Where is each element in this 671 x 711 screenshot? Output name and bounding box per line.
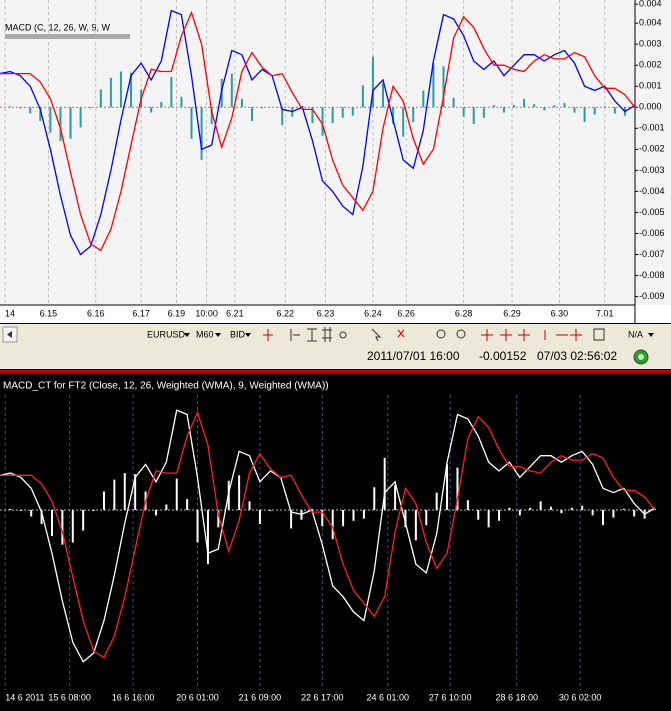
x-tick-label: 10:00: [195, 308, 218, 318]
arrow-icon: [7, 331, 12, 338]
x-tick-label: 28 6 18:00: [495, 692, 538, 702]
y-tick-label: -0.008: [639, 270, 665, 280]
status-value: -0.00152: [479, 349, 527, 363]
series-line: [0, 409, 656, 663]
top-panel: [0, 0, 671, 323]
top-x-axis: [0, 305, 671, 323]
x-tick-label: 14 6 2011: [5, 692, 44, 702]
y-tick-label: 0.000: [639, 102, 662, 112]
x-tick-label: 6.16: [87, 308, 105, 318]
bottom-title: MACD_CT for FT2 (Close, 12, 26, Weighted…: [3, 381, 329, 392]
connection-icon-dot: [638, 354, 644, 360]
y-tick-label: -0.002: [639, 144, 665, 154]
symbol-select[interactable]: EURUSD: [147, 329, 190, 339]
x-tick-label: 6.21: [226, 308, 244, 318]
price-select[interactable]: BID: [230, 329, 251, 339]
x-tick-label: 6.30: [551, 308, 569, 318]
x-tick-label: 6.23: [317, 308, 335, 318]
y-tick-label: 0.003: [639, 39, 662, 49]
y-tick-label: -0.006: [639, 228, 665, 238]
status-bar: [0, 345, 671, 369]
y-tick-label: -0.001: [639, 123, 665, 133]
indicator-label-bar: [5, 34, 130, 39]
series-line: [0, 410, 656, 659]
caret: [215, 333, 221, 337]
x-tick-label: 15 6 08:00: [48, 692, 91, 702]
price: BID: [230, 329, 246, 339]
y-tick-label: -0.004: [639, 186, 665, 196]
x-tick-label: 7.01: [596, 308, 614, 318]
x-tick-label: 6.26: [397, 308, 415, 318]
y-tick-label: 0.001: [639, 81, 662, 91]
x-tick-label: 6.15: [40, 308, 58, 318]
mode-select[interactable]: N/A: [628, 329, 654, 339]
status-time: 2011/07/01 16:00: [367, 349, 460, 363]
x-tick-label: 6.22: [276, 308, 294, 318]
x-tick-label: 16 6 16:00: [112, 692, 155, 702]
series-line: [0, 10, 636, 252]
x-tick-label: 6.19: [168, 308, 186, 318]
timeframe: M60: [196, 329, 214, 339]
x-tick-label: 6.24: [364, 308, 382, 318]
indicator-label: MACD (C, 12, 26, W, 9, W: [5, 22, 111, 32]
x-tick-label: 6.17: [132, 308, 150, 318]
caret: [245, 333, 251, 337]
x-tick-label: 21 6 09:00: [239, 692, 282, 702]
y-tick-label: 0.004: [639, 18, 662, 28]
symbol: EURUSD: [147, 329, 186, 339]
toolbar: [0, 324, 671, 345]
x-tick-label: 27 6 10:00: [429, 692, 472, 702]
timeframe-select[interactable]: M60: [196, 329, 221, 339]
y-tick-label: 0.004: [639, 0, 662, 9]
y-tick-label: -0.005: [639, 207, 665, 217]
x-tick-label: 22 6 17:00: [301, 692, 344, 702]
y-tick-label: 0.002: [639, 60, 662, 70]
y-tick-label: -0.007: [639, 249, 665, 259]
x-tick-label: 24 6 01:00: [367, 692, 410, 702]
y-tick-label: -0.003: [639, 165, 665, 175]
mode: N/A: [628, 329, 643, 339]
x-tick-label: 20 6 01:00: [176, 692, 219, 702]
y-tick-label: -0.009: [639, 291, 665, 301]
caret: [184, 333, 190, 337]
x-tick-label: 30 6 02:00: [559, 692, 602, 702]
status-clock: 07/03 02:56:02: [537, 349, 617, 363]
caret: [648, 333, 654, 337]
tool-icons[interactable]: [263, 327, 605, 342]
x-tick-label: 6.28: [455, 308, 473, 318]
x-tick-label: 6.29: [503, 308, 521, 318]
separator: [0, 370, 671, 373]
x-tick-label: 14: [5, 308, 15, 318]
series-line: [0, 9, 636, 256]
